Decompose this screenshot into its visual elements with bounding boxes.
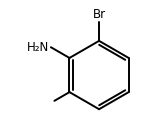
Text: Br: Br [92, 8, 106, 21]
Text: H₂N: H₂N [27, 41, 50, 54]
